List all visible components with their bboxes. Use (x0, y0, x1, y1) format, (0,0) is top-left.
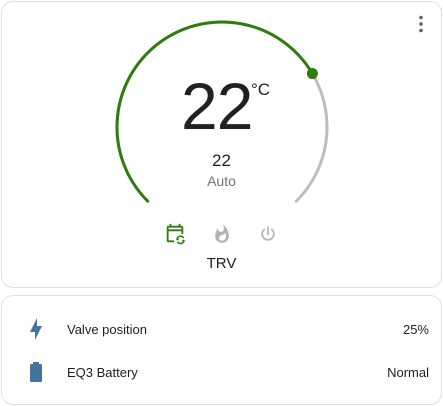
entity-row-battery[interactable]: EQ3 Battery Normal (2, 352, 443, 392)
mode-auto-button[interactable] (163, 222, 187, 246)
card-title: TRV (206, 255, 237, 272)
thermostat-card (1, 1, 442, 288)
hvac-mode-label: Auto (207, 173, 236, 189)
entities-card: Valve position 25% EQ3 Battery Normal (1, 295, 442, 405)
entity-row-valve-position[interactable]: Valve position 25% (2, 309, 443, 349)
mode-off-button[interactable] (256, 222, 280, 246)
temperature-unit: °C (251, 80, 271, 99)
dots-vertical-icon (419, 15, 423, 33)
battery-icon (30, 362, 42, 382)
lightning-bolt-icon (30, 318, 42, 340)
entity-label: EQ3 Battery (67, 364, 138, 380)
dial-setpoint-handle[interactable] (306, 68, 318, 80)
fire-icon (215, 224, 229, 243)
current-temperature: 22 (181, 69, 253, 143)
mode-heat-button[interactable] (210, 222, 234, 246)
entity-value: Normal (387, 364, 429, 380)
entity-label: Valve position (67, 321, 147, 337)
dial-active-arc (115, 20, 314, 203)
temperature-dial[interactable] (0, 0, 443, 290)
target-temperature: 22 (212, 151, 231, 170)
more-options-button[interactable] (407, 10, 435, 38)
entity-value: 25% (402, 321, 429, 337)
calendar-sync-icon (166, 223, 186, 245)
power-icon (261, 226, 275, 241)
